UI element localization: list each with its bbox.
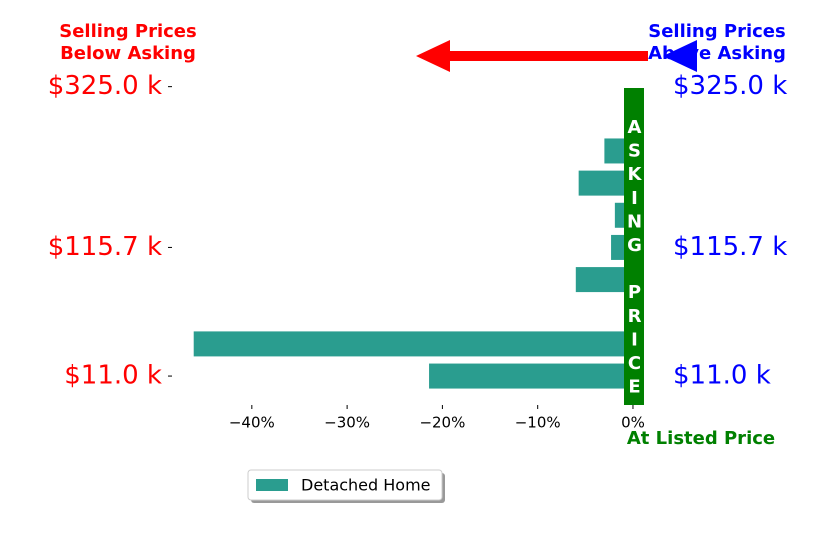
right-title-line: Selling Prices	[648, 21, 785, 42]
legend-box	[247, 469, 443, 501]
legend-swatch	[256, 479, 288, 491]
left-title-line: Selling Prices	[59, 21, 196, 42]
legend-label: Detached Home	[301, 476, 431, 495]
bar	[193, 331, 633, 357]
bar	[429, 363, 633, 389]
x-tick-label: 0%	[621, 414, 645, 432]
y-tick-label-right: $115.7 k	[673, 232, 787, 262]
y-tick-label: $325.0 k	[48, 71, 162, 101]
y-tick-label-right: $11.0 k	[673, 361, 771, 391]
x-tick-label: −30%	[324, 414, 370, 432]
y-tick-label-right: $325.0 k	[673, 71, 787, 101]
x-tick-label: −10%	[515, 414, 561, 432]
y-tick-label: $11.0 k	[64, 361, 162, 391]
asking-price-label: ASKING PRICE	[624, 117, 645, 401]
legend: Detached Home	[247, 469, 445, 503]
bar	[578, 170, 633, 196]
arrow-left	[416, 40, 648, 72]
bar	[575, 267, 633, 293]
x-annotation: At Listed Price	[627, 428, 775, 449]
x-tick-label: −20%	[419, 414, 465, 432]
arrowhead-right	[663, 40, 697, 72]
asking-price-band	[624, 88, 644, 405]
x-tick-label: −40%	[229, 414, 275, 432]
left-title-line: Below Asking	[60, 43, 196, 64]
y-tick-label: $115.7 k	[48, 232, 162, 262]
